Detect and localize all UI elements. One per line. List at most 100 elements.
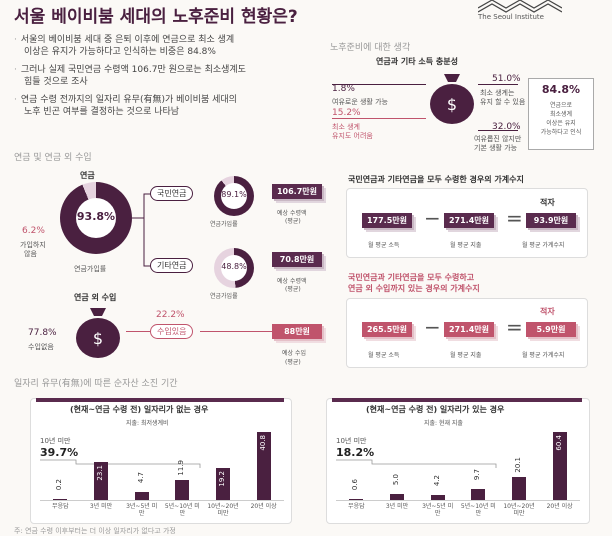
- chart-1-bar-1: [390, 494, 404, 500]
- chart-0-categories: 무응답 3년 미만 3년~5년 미만 5년~10년 미만 10년~20년 미만 20년 이…: [40, 503, 284, 519]
- perception-left-0-label: 여유로운 생활 가능: [332, 98, 388, 106]
- chart-panel-with-job: [326, 398, 590, 524]
- pension-sub: 연금가입률: [74, 265, 107, 273]
- chart-0-bar-5: [256, 432, 271, 500]
- bullet-3: · 연금 수령 전까지의 일자리 유무(有無)가 베이비붐 세대의 노후 빈곤 여…: [14, 95, 237, 117]
- chart-0-plot: 0.2 23.1 4.7 11.9 19.2 40.8: [40, 428, 284, 500]
- chart-1-category-4: 10년~20년 미만: [503, 503, 535, 517]
- chart-1-category-0: 무응답: [348, 503, 365, 510]
- chart-1-bar-label-1: 5.0: [392, 474, 400, 486]
- national-pension-label: 국민연금: [150, 186, 194, 201]
- budget2-expense: 271.4만원: [444, 322, 494, 337]
- chart-1-highlight-bracket: [336, 459, 497, 468]
- chart-0-bar-label-0: 0.2: [55, 479, 64, 491]
- logo-text: The Seoul Institute: [478, 13, 544, 21]
- chart-0-category-3: 5년~10년 미만: [164, 503, 200, 517]
- chart-0-bar-1: [94, 461, 108, 500]
- perception-total-value: 84.8%: [541, 83, 581, 96]
- chart-0-category-2: 3년~5년 미만: [126, 503, 158, 517]
- chart-0-highlight-bracket: [40, 459, 201, 468]
- chart-1-bar-3: [471, 489, 486, 500]
- chart-0-bar-2: [134, 492, 149, 500]
- chart-0-bar-0: [53, 499, 68, 500]
- money-bag-icon: $: [426, 68, 478, 126]
- budget1-expense: 271.4만원: [444, 213, 494, 228]
- other-donut: 48.8%: [214, 248, 254, 288]
- perception-left-1-label2: 유지도 어려움: [332, 132, 373, 140]
- chart-0-category-1: 3년 미만: [89, 503, 113, 510]
- chart-0-bar-label-1: 23.1: [96, 464, 104, 481]
- page-title: 서울 베이비붐 세대의 노후준비 현황은?: [14, 7, 298, 27]
- chart-0-bar-4: [216, 468, 230, 500]
- chart-1-bar-label-0: 0.6: [351, 479, 360, 491]
- chart-1-category-3: 5년~10년 미만: [460, 503, 496, 517]
- footnote: 주: 연금 수령 이후부터는 더 이상 일자리가 없다고 가정: [14, 527, 176, 535]
- not-joined-value: 6.2%: [22, 226, 45, 236]
- chart-0-bar-label-3: 11.9: [177, 460, 186, 476]
- svg-text:$: $: [447, 95, 457, 114]
- other-pension-label: 기타연금: [150, 258, 194, 273]
- perception-right-0-label1: 최소 생계는: [480, 89, 515, 97]
- consumption-section-label: 일자리 유무(有無)에 따른 순자산 소진 기간: [14, 379, 178, 389]
- chart-1-category-1: 3년 미만: [385, 503, 409, 510]
- national-rate: 89.1%: [221, 190, 247, 199]
- chart-1-bar-0: [349, 499, 364, 500]
- chart-1-subtitle: 지출: 현재 지출: [424, 420, 463, 427]
- other-amount: 70.8만원: [272, 252, 322, 267]
- chart-0-category-0: 무응답: [52, 503, 69, 510]
- chart-0-title: (현재~연금 수령 전) 일자리가 없는 경우: [70, 405, 209, 414]
- perception-right-1-label2: 기본 생활 가능: [474, 144, 518, 152]
- perception-left-1-value: 15.2%: [332, 108, 361, 118]
- chart-1-highlight-label: 10년 미만: [336, 437, 367, 445]
- chart-0-category-4: 10년~20년 미만: [207, 503, 239, 517]
- chart-0-category-5: 20년 이상: [250, 503, 277, 510]
- pension-donut: 93.8%: [60, 182, 132, 254]
- pension-value: 93.8%: [76, 210, 116, 223]
- chart-1-category-2: 3년~5년 미만: [422, 503, 454, 517]
- budget2-title2: 연금 외 수입까지 있는 경우의 가계수지: [348, 284, 480, 293]
- money-bag-icon: $: [72, 302, 124, 360]
- perception-left-1-label1: 최소 생계: [332, 123, 360, 131]
- chart-0-bar-label-4: 19.2: [218, 471, 226, 487]
- non-income-value: 77.8%: [28, 328, 57, 338]
- chart-0-bar-label-2: 4.7: [136, 472, 145, 484]
- svg-text:$: $: [93, 329, 103, 348]
- chart-0-subtitle: 지출: 최저생계비: [126, 420, 169, 427]
- perception-header: 연금과 기타 소득 충분성: [376, 57, 458, 66]
- chart-1-bar-label-3: 9.7: [473, 469, 482, 481]
- chart-1-bar-label-2: 4.2: [432, 475, 441, 487]
- perception-left-0-value: 1.8%: [332, 84, 355, 94]
- chart-1-bar-2: [430, 495, 445, 500]
- bullet-1: · 서울의 베이비붐 세대 중 은퇴 이후에 연금으로 최소 생계 이상은 유지가…: [14, 35, 235, 57]
- perception-right-0-label2: 유지 할 수 있음: [480, 98, 526, 106]
- logo-icon: [478, 0, 562, 13]
- perception-total-box: 84.8% 연금으로 최소생계 이상은 유지 가능하다고 인식: [528, 78, 594, 150]
- chart-panel-no-job: [30, 398, 292, 524]
- other-rate: 48.8%: [221, 262, 247, 271]
- chart-1-categories: 무응답 3년 미만 3년~5년 미만 5년~10년 미만 10년~20년 미만 20년 이…: [336, 503, 580, 519]
- budget1-income: 177.5만원: [362, 213, 412, 228]
- chart-1-bar-5: [552, 432, 567, 500]
- chart-1-title: (현재~연금 수령 전) 일자리가 있는 경우: [366, 405, 505, 414]
- perception-right-0-value: 51.0%: [492, 74, 521, 84]
- chart-1-bar-label-4: 20.1: [514, 457, 522, 473]
- national-amount: 106.7만원: [272, 184, 322, 199]
- perception-section-label: 노후준비에 대한 생각: [330, 43, 411, 53]
- chart-1-plot: 0.6 5.0 4.2 9.7 20.1 60.4: [336, 428, 580, 500]
- budget1-deficit-tag: 적자: [540, 198, 555, 207]
- pension-branch-lines: [132, 193, 156, 267]
- budget2-income: 265.5만원: [362, 322, 412, 337]
- national-donut: 89.1%: [214, 176, 254, 216]
- bullet-2: · 그러나 실제 국민연금 수령액 106.7만 원으로는 최소생계도 힘들 것으…: [14, 65, 246, 87]
- chart-1-bar-4: [512, 477, 526, 500]
- perception-right-1-label1: 여유롭진 않지만: [474, 135, 522, 143]
- chart-1-bar-label-5: 60.4: [554, 435, 563, 451]
- has-income-value: 22.2%: [156, 310, 185, 320]
- chart-1-category-5: 20년 이상: [546, 503, 573, 510]
- income-section-label: 연금 및 연금 외 수입: [14, 153, 92, 163]
- budget1-title: 국민연금과 기타연금을 모두 수령한 경우의 가계수지: [348, 175, 524, 184]
- pension-label: 연금: [80, 171, 95, 180]
- perception-right-1-value: 32.0%: [492, 122, 521, 132]
- budget2-result: 5.9만원: [526, 322, 576, 337]
- chart-0-highlight-label: 10년 미만: [40, 437, 71, 445]
